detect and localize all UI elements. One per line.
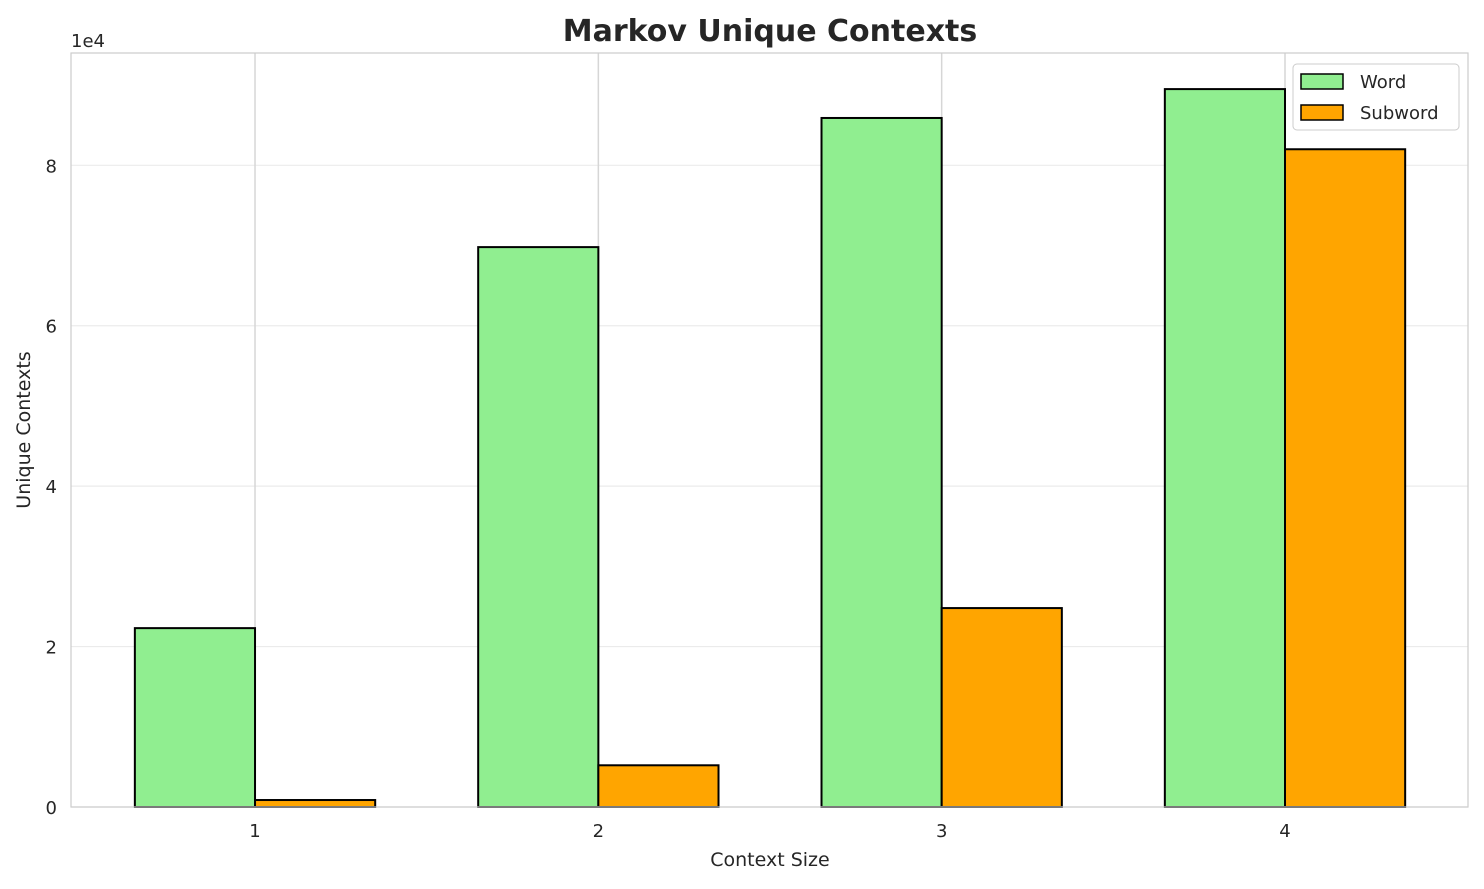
bar-word-4 <box>1163 88 1287 808</box>
y-tick-label: 4 <box>46 477 57 498</box>
y-tick-label: 2 <box>46 638 57 659</box>
bar-subword-4 <box>1284 148 1407 809</box>
axes-frame <box>70 52 1469 808</box>
x-tick-label: 2 <box>593 821 604 842</box>
x-tick-label: 1 <box>249 821 260 842</box>
y-tick-label: 6 <box>46 317 57 338</box>
x-axis-label: Context Size <box>710 849 829 871</box>
bar-word-1 <box>133 627 257 809</box>
chart-title: Markov Unique Contexts <box>563 14 978 49</box>
bar-subword-2 <box>597 764 720 809</box>
legend: Word Subword <box>1292 63 1460 131</box>
bar-word-2 <box>477 246 600 809</box>
bars <box>133 88 1407 809</box>
bar-subword-1 <box>254 799 377 808</box>
x-tick-label: 4 <box>1279 821 1290 842</box>
legend-label: Word <box>1360 72 1406 93</box>
y-tick-label: 8 <box>46 156 57 177</box>
bar-word-3 <box>820 116 943 808</box>
y-tick-label: 0 <box>46 798 57 819</box>
y-offset-label: 1e4 <box>71 31 105 52</box>
legend-label: Subword <box>1360 103 1439 124</box>
bar-subword-3 <box>940 607 1063 808</box>
ticks: 0 2 4 6 8 1 2 3 4 <box>46 156 1291 842</box>
legend-swatch <box>1300 73 1344 90</box>
legend-swatch <box>1300 104 1344 121</box>
y-axis-label: Unique Contexts <box>13 351 35 508</box>
x-tick-label: 3 <box>936 821 947 842</box>
